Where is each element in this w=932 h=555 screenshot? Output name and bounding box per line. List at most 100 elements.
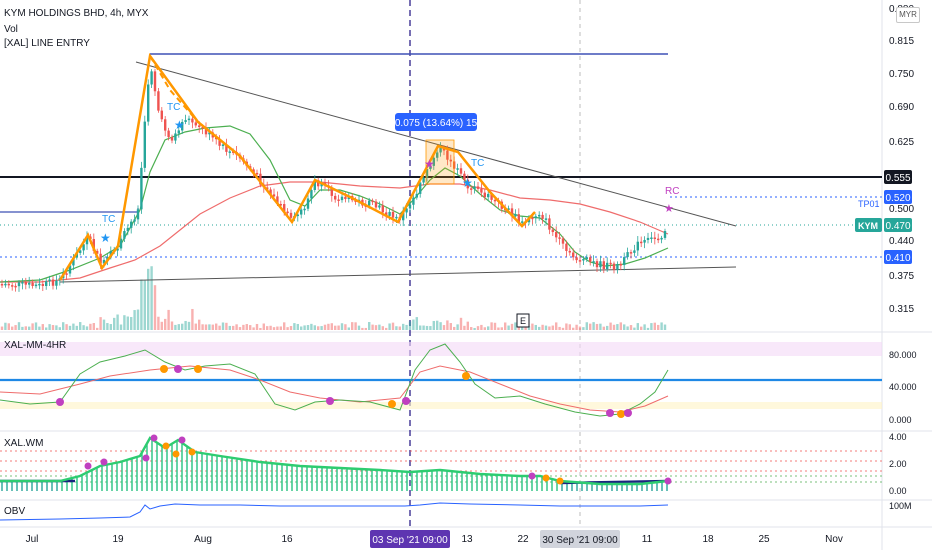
volume-bar [201,324,204,330]
volume-bar [480,324,483,330]
candle-body [21,282,24,284]
candle-body [371,200,374,203]
candle-body [102,259,106,264]
volume-bar [616,324,619,330]
descending-trendline[interactable] [135,61,737,227]
candle-body [147,84,150,122]
time-badge-sep30[interactable]: 30 Sep '21 09:00 [540,530,620,548]
time-axis[interactable]: Jul 19 Aug 16 13 22 11 18 25 Nov [26,534,843,545]
volume-bar [582,327,585,330]
ascending-trendline[interactable] [59,266,737,283]
candle-body [157,91,160,111]
candle-body [466,179,469,189]
volume-bar [136,309,140,330]
volume-bar [147,268,150,330]
candle-body [143,121,146,168]
volume-bar [198,319,201,330]
candle-body [4,283,7,286]
earnings-marker[interactable]: E [516,313,530,328]
mm-tick: 0.000 [889,415,912,425]
volume-bars [0,266,667,330]
volume-bar [572,327,575,330]
volume-bar [194,323,197,330]
price-badge-410[interactable]: 0.410 [884,250,912,264]
volume-bar [79,322,82,330]
candle-body [521,221,524,223]
volume-bar [187,321,191,330]
volume-bar [657,324,660,330]
measure-range-box[interactable] [425,139,455,185]
volume-bar [374,325,378,330]
volume-bar [425,325,429,330]
volume-bar [578,326,582,330]
candle-body [276,196,279,204]
candle-body [592,261,595,263]
volume-bar [313,325,316,330]
candle-body [153,71,157,92]
candle-body [405,208,408,213]
symbol-legend[interactable]: KYM HOLDINGS BHD, 4h, MYX [4,8,149,19]
candle-body [41,283,44,286]
tp01-label: TP01 [858,199,880,209]
volume-bar [476,326,480,330]
volume-bar [493,322,497,330]
volume-bar [548,326,551,330]
price-tick: 0.440 [889,236,914,247]
indicator-legend[interactable]: [XAL] LINE ENTRY [4,38,90,49]
mm-pane-legend[interactable]: XAL-MM-4HR [4,340,67,351]
vol-legend[interactable]: Vol [4,24,18,35]
volume-bar [646,327,650,330]
volume-bar [14,325,17,330]
volume-bar [551,325,554,330]
volume-bar [235,324,238,330]
volume-bar [340,323,344,330]
candle-body [38,283,41,286]
measure-tooltip[interactable]: 0.075 (13.64%) 15 [395,113,478,131]
candle-body [170,136,174,141]
volume-bar [303,325,306,330]
candle-body [136,209,140,220]
currency-button[interactable]: MYR [896,7,920,23]
zigzag-pattern[interactable] [58,52,536,281]
volume-bar [432,320,435,330]
candle-body [72,257,75,266]
candle-body [269,189,272,195]
candle-body [548,218,551,230]
price-tick: 0.625 [889,137,914,148]
candle-body [442,147,446,151]
time-label: 13 [461,534,473,545]
candle-body [330,187,333,196]
volume-bar [113,317,116,330]
candle-body [388,211,391,216]
candle-body [0,284,4,286]
candle-body [599,261,602,268]
candle-body [344,196,347,200]
price-badge-555[interactable]: 0.555 [884,170,912,184]
volume-bar [470,327,473,330]
candle-body [578,260,582,262]
candle-body [595,261,599,268]
volume-bar [589,323,592,330]
candle-body [653,237,656,240]
candle-body [463,173,466,180]
volume-bar [534,324,537,330]
candle-body [555,232,558,238]
wm-pane-legend[interactable]: XAL.WM [4,438,44,449]
candle-body [432,157,435,166]
price-badge-520[interactable]: 0.520 [884,190,912,204]
candle-body [575,257,578,261]
volume-bar [191,308,194,330]
symbol-price-badge[interactable]: KYM 0.470 [855,218,912,232]
volume-bar [170,321,174,330]
volume-bar [31,323,34,330]
volume-bar [157,316,160,330]
candle-body [612,263,616,270]
time-badge-sep03[interactable]: 03 Sep '21 09:00 [370,530,450,548]
volume-bar [62,322,65,330]
obv-pane-legend[interactable]: OBV [4,506,26,517]
candle-body [150,71,153,85]
volume-bar [500,327,503,330]
zigzag-continuation[interactable] [149,55,199,123]
